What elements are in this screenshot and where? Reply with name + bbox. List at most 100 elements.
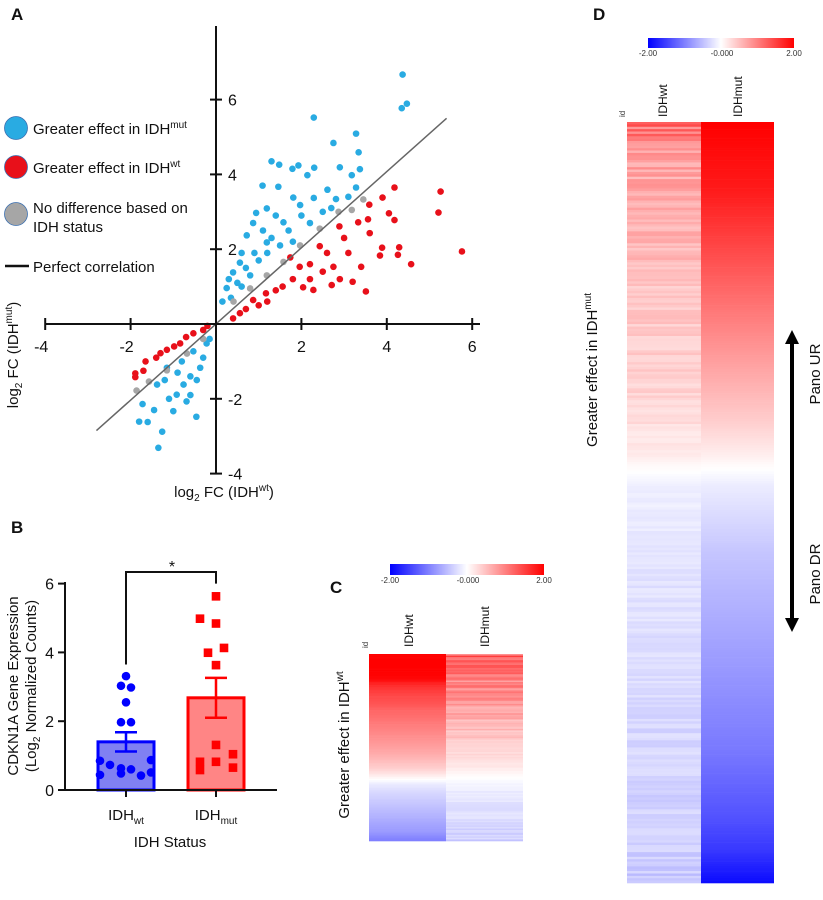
scatter-point-series-2 [133,387,140,394]
heatmap-row [627,747,701,751]
heatmap-row [701,195,774,199]
heatmap-row [701,462,774,465]
heatmap-row [701,573,774,577]
heatmap-row [701,535,774,539]
heatmap-row [701,483,774,487]
heatmap-row [627,604,701,608]
heatmap-row [701,692,774,696]
heatmap-row [446,669,523,672]
heatmap-row [701,728,774,732]
heatmap-row [627,440,701,444]
heatmap-row [701,592,774,596]
row-header: id [618,111,627,117]
heatmap-row [701,221,774,225]
scatter-point-series-0 [355,149,362,156]
heatmap-row [446,689,523,692]
heatmap-row [627,797,701,801]
heatmap-row [627,697,701,701]
heatmap-row [627,236,701,239]
heatmap-row [446,692,523,695]
heatmap-row [701,514,774,518]
heatmap-row [446,816,523,818]
heatmap-row [701,695,774,698]
heatmap-row [701,186,774,189]
colorbar-mid: -0.000 [457,576,480,585]
scatter-point-series-1 [306,275,314,283]
heatmap-row [701,181,774,185]
heatmap-row [446,805,523,808]
heatmap-row [627,495,701,499]
scatter-point-series-0 [276,242,284,249]
heatmap-row [627,714,701,717]
scatter-point-series-0 [155,444,162,452]
heatmap-row [369,786,446,789]
heatmap-row [369,791,446,793]
heatmap-row [701,452,774,456]
heatmap-row [627,364,701,368]
heatmap-row [627,742,701,746]
scatter-point-series-1 [279,283,286,290]
scatter-point-series-1 [272,287,280,294]
scatter-point-series-0 [296,201,304,209]
heatmap-row [627,873,701,877]
heatmap-row [701,162,774,166]
heatmap-row [627,557,701,560]
heatmap-row [627,186,701,189]
x-tick-label: 6 [468,339,477,356]
heatmap-row [701,823,774,827]
heatmap-row [701,578,774,582]
heatmap-row [627,585,701,589]
heatmap-row [701,193,774,197]
heatmap-row [369,780,446,783]
scatter-point-series-1 [391,184,398,191]
heatmap-row [627,661,701,665]
scatter-point-series-0 [246,272,254,279]
scatter-point-series-0 [161,376,169,384]
data-point-mut [211,740,221,750]
heatmap-row [701,271,774,275]
heatmap-row [701,407,774,411]
heatmap-row [627,162,701,166]
colorbar-mid: -0.000 [711,49,734,58]
heatmap-row [446,697,523,700]
heatmap-row [446,755,523,758]
heatmap-row [627,136,701,139]
heatmap-row [701,863,774,867]
scatter-point-series-1 [330,263,337,271]
heatmap-row [627,592,701,596]
heatmap-row [701,825,774,829]
heatmap-row [446,773,523,776]
heatmap-row [369,680,446,683]
heatmap-row [701,331,774,334]
heatmap-row [627,435,701,439]
heatmap-row [627,148,701,151]
heatmap-row [627,481,701,484]
heatmap-row [627,357,701,361]
heatmap-row [446,750,523,753]
heatmap-row [627,830,701,834]
heatmap-row [627,428,701,432]
heatmap-row [627,528,701,532]
significance-star: * [169,559,175,576]
heatmap-row [369,834,446,837]
scatter-point-series-1 [395,244,403,251]
heatmap-row [369,792,446,795]
heatmap-row [627,202,701,206]
heatmap-row [446,783,523,786]
heatmap-row [701,160,774,163]
heatmap-row [446,688,523,691]
heatmap-row [701,652,774,655]
heatmap-row [701,419,774,422]
heatmap-row [627,559,701,563]
heatmap-row [627,749,701,753]
heatmap-row [627,856,701,860]
scatter-point-series-1 [182,333,190,341]
heatmap-row [627,221,701,225]
heatmap-row [369,714,446,717]
scatter-point-series-0 [238,249,245,257]
heatmap-row [701,792,774,796]
heatmap-row [627,673,701,677]
heatmap-row [446,749,523,751]
heatmap-row [701,616,774,620]
heatmap-row [627,290,701,294]
